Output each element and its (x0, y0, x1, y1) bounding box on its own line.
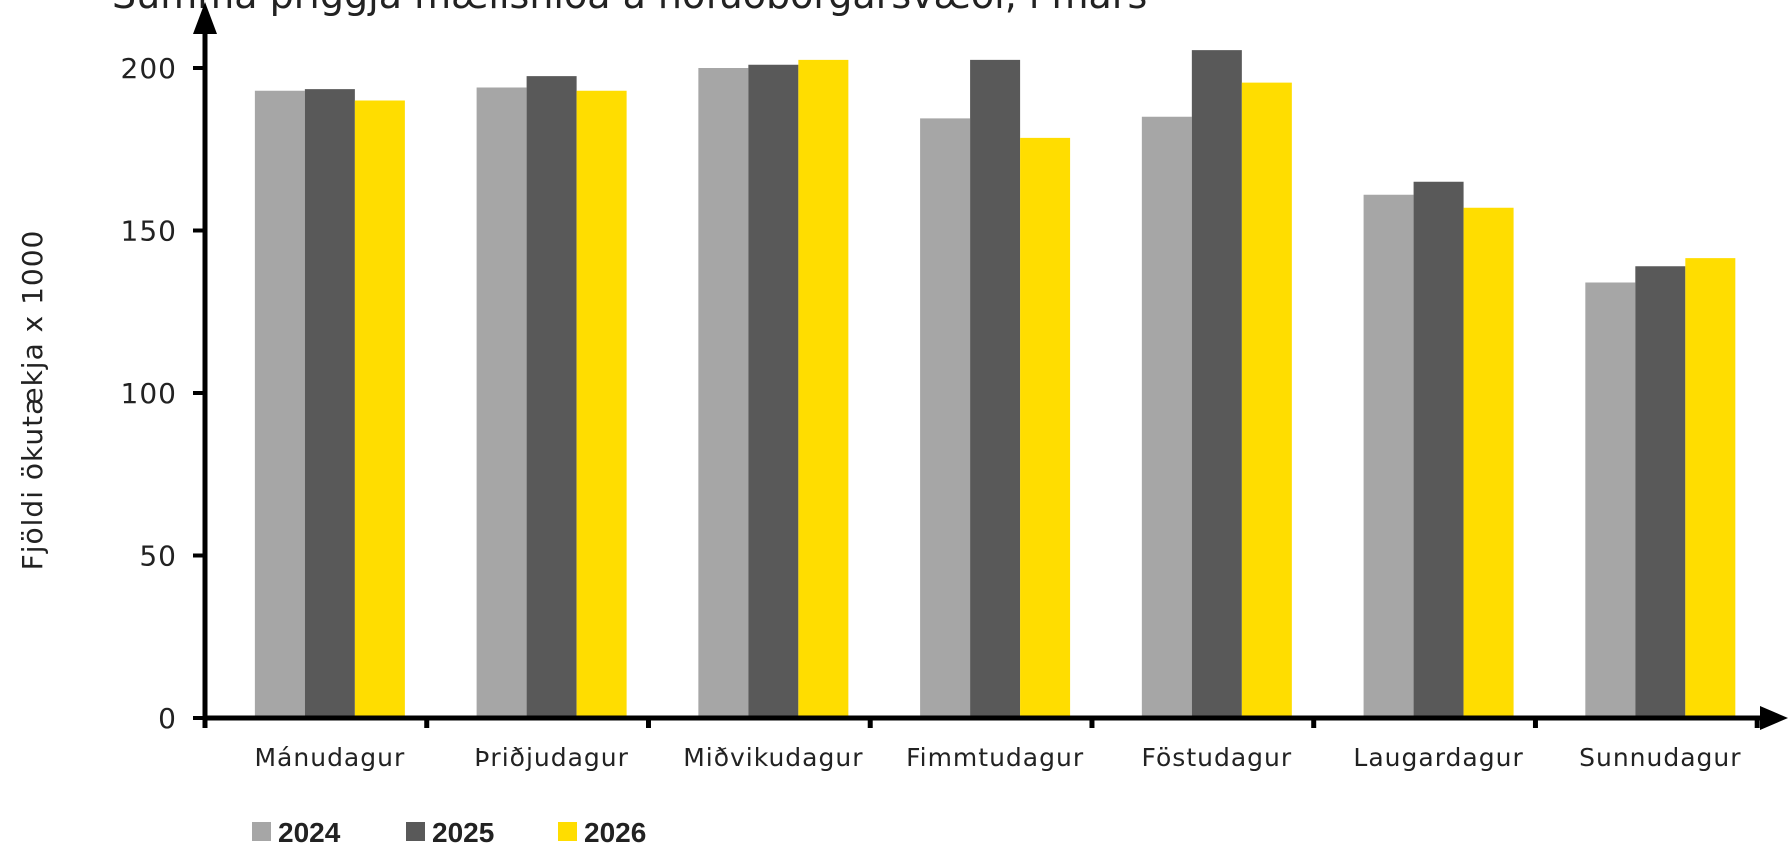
legend-swatch-2024 (252, 822, 271, 841)
bar-2024-2 (698, 68, 749, 718)
legend-swatch-2026 (558, 822, 577, 841)
bar-2024-3 (920, 118, 971, 718)
bar-2026-6 (1685, 258, 1736, 718)
x-category-label-4: Föstudagur (1142, 743, 1293, 772)
bar-2026-2 (798, 59, 849, 718)
bar-2026-0 (354, 100, 405, 718)
x-category-label-0: Mánudagur (254, 743, 405, 772)
legend-label-2025: 2025 (432, 817, 494, 846)
x-categories-group: Mánudagur Þriðjudagur Miðvikudagur Fimmtuda… (254, 743, 1741, 772)
y-ticks-group: 0 50 100 150 200 (121, 52, 205, 735)
y-tick-label-50: 50 (139, 540, 177, 573)
bars-group (254, 50, 1736, 718)
x-category-label-5: Laugardagur (1353, 743, 1523, 772)
legend: 2024 2025 2026 (252, 817, 646, 846)
y-axis-label: Fjöldi ökutækja x 1000 (16, 230, 49, 571)
bar-2025-4 (1191, 50, 1242, 718)
bar-2025-5 (1413, 181, 1464, 718)
legend-swatch-2025 (406, 822, 425, 841)
chart-title: Summa þriggja mælisniða á höfuðborgarsvæ… (112, 0, 1147, 17)
bar-2025-2 (748, 64, 799, 718)
x-category-label-2: Miðvikudagur (683, 743, 863, 772)
x-axis-arrow (1760, 706, 1788, 730)
legend-label-2024: 2024 (278, 817, 341, 846)
bar-2025-6 (1635, 266, 1686, 718)
bar-2026-3 (1020, 137, 1071, 718)
bar-2025-0 (304, 89, 355, 718)
bar-2024-4 (1141, 116, 1192, 718)
y-tick-label-100: 100 (121, 377, 177, 410)
y-tick-label-0: 0 (158, 702, 177, 735)
bar-2024-0 (254, 90, 305, 718)
bar-2024-6 (1585, 282, 1636, 718)
bar-2026-5 (1463, 207, 1514, 718)
bar-2026-4 (1241, 82, 1292, 718)
legend-label-2026: 2026 (584, 817, 646, 846)
bar-2025-1 (526, 76, 577, 718)
x-category-label-6: Sunnudagur (1579, 743, 1741, 772)
x-tick-marks-group (202, 718, 1760, 728)
bar-2025-3 (970, 59, 1021, 718)
bar-2024-5 (1363, 194, 1414, 718)
bar-2026-1 (576, 90, 627, 718)
x-category-label-1: Þriðjudagur (474, 743, 629, 772)
y-axis-arrow (193, 2, 217, 34)
bar-2024-1 (476, 87, 527, 718)
y-tick-label-200: 200 (121, 52, 177, 85)
x-category-label-3: Fimmtudagur (906, 743, 1084, 772)
y-tick-label-150: 150 (121, 215, 177, 248)
